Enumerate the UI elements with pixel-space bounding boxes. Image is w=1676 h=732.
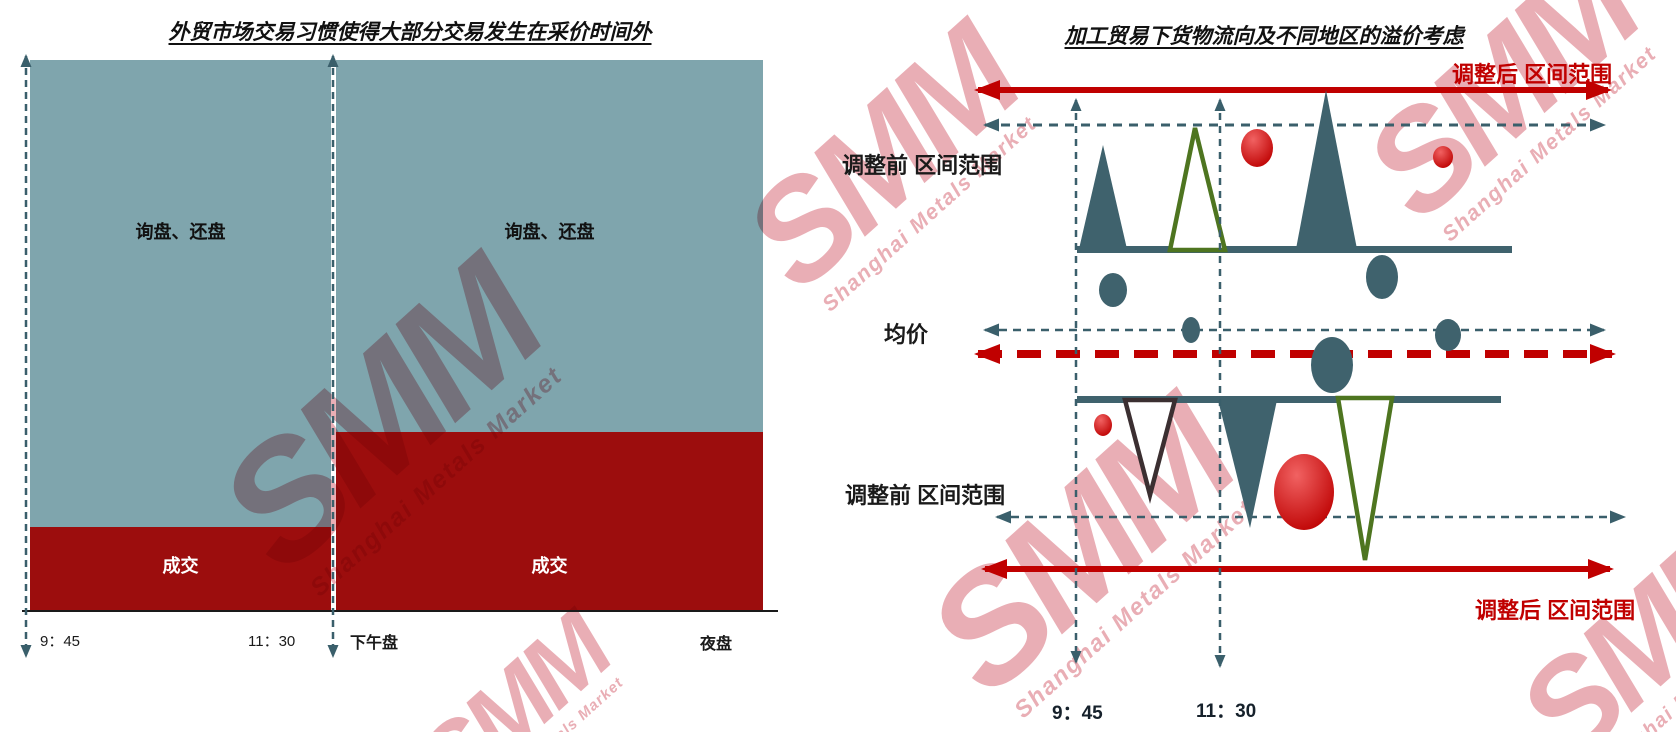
upper-range-bar <box>1077 246 1512 253</box>
left-panel-title: 外贸市场交易习惯使得大部分交易发生在采价时间外 <box>168 21 652 44</box>
xlabel-open: 9：45 <box>40 633 81 650</box>
red-premium-dot-lower-small <box>1094 414 1112 436</box>
red-premium-dot-upper-2 <box>1433 146 1453 168</box>
teal-dot-2 <box>1366 255 1398 299</box>
time-label-945: 9：45 <box>1052 703 1103 724</box>
time-label-1130: 11：30 <box>1196 701 1257 722</box>
green-outline-spike-up-triangle <box>1167 127 1228 253</box>
teal-dip-triangle <box>1218 400 1277 528</box>
xlabel-close: 11：30 <box>248 633 296 650</box>
teal-dot-3 <box>1182 317 1200 343</box>
teal-spike-up-triangle-2 <box>1296 90 1357 249</box>
session2-deal-bar <box>336 432 763 611</box>
green-outline-dip-triangle <box>1335 395 1395 561</box>
xlabel-night-session: 夜盘 <box>700 636 733 653</box>
pre-adjustment-range-label-top: 调整前 区间范围 <box>842 153 1003 178</box>
red-premium-dot-lower-big <box>1274 454 1334 530</box>
session2-deal-label: 成交 <box>531 556 568 576</box>
xlabel-afternoon-session: 下午盘 <box>350 635 399 652</box>
session1-deal-label: 成交 <box>162 556 199 576</box>
teal-dot-4 <box>1435 319 1461 351</box>
teal-dot-5 <box>1311 337 1353 393</box>
session1-inquiry-bar <box>30 60 331 527</box>
pre-adjustment-range-label-bottom: 调整前 区间范围 <box>845 483 1006 508</box>
red-premium-dot-upper-1 <box>1241 129 1273 167</box>
session2-inquiry-bar <box>336 60 763 432</box>
session2-inquiry-label: 询盘、还盘 <box>504 222 595 242</box>
session1-inquiry-label: 询盘、还盘 <box>135 222 226 242</box>
teal-spike-up-triangle-1 <box>1079 145 1127 249</box>
session1-deal-bar <box>30 527 331 611</box>
adjusted-range-label-top: 调整后 区间范围 <box>1452 62 1613 87</box>
right-panel-title: 加工贸易下货物流向及不同地区的溢价考虑 <box>1064 25 1464 48</box>
dark-outline-dip-triangle <box>1122 397 1178 504</box>
teal-dot-1 <box>1099 273 1127 307</box>
average-price-label: 均价 <box>884 322 929 347</box>
adjusted-range-label-bottom: 调整后 区间范围 <box>1475 598 1636 623</box>
lower-range-bar <box>1077 396 1501 403</box>
